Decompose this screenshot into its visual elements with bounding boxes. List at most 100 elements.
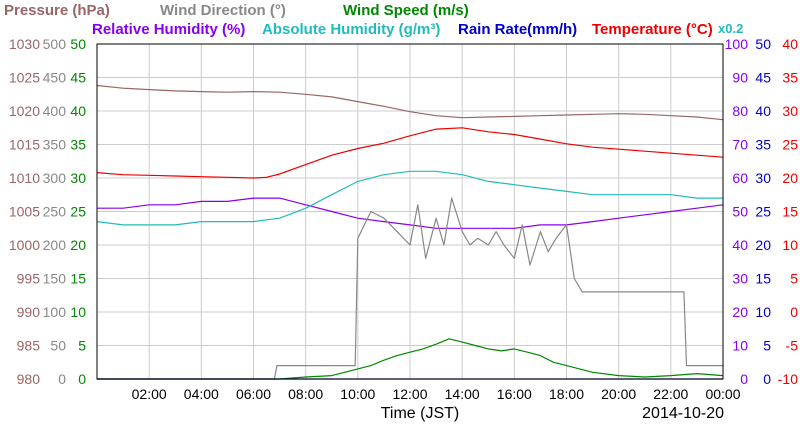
- legend: Pressure (hPa) Wind Direction (°) Wind S…: [4, 2, 743, 38]
- y-tick-label: 30: [70, 170, 86, 186]
- x-tick-label: 14:00: [445, 386, 480, 402]
- y-tick-label: -5: [786, 338, 799, 354]
- axis-x: 02:00 04:00 06:00 08:00 10:00 12:00 14:00 16:00…: [132, 386, 741, 402]
- y-tick-label: 1010: [9, 170, 40, 186]
- y-tick-label: 30: [755, 170, 771, 186]
- series-line-pressure-hpa: [96, 84, 724, 121]
- y-tick-label: 25: [782, 137, 798, 153]
- y-tick-label: 10: [70, 304, 86, 320]
- y-tick-label: 200: [43, 237, 67, 253]
- series-line-wind-direction: [97, 197, 723, 380]
- x-tick-label: 00:00: [705, 386, 740, 402]
- legend-absolute-humidity: Absolute Humidity (g/m³): [262, 21, 440, 38]
- y-tick-label: 990: [17, 304, 41, 320]
- y-tick-label: 40: [70, 103, 86, 119]
- y-tick-label: 980: [17, 371, 41, 387]
- y-tick-label: 250: [43, 204, 67, 220]
- legend-pressure: Pressure (hPa): [4, 2, 110, 19]
- y-tick-label: 150: [43, 271, 67, 287]
- y-tick-label: 40: [782, 36, 798, 52]
- y-tick-label: 10: [755, 304, 771, 320]
- y-tick-label: 1025: [9, 70, 40, 86]
- y-tick-label: 15: [70, 271, 86, 287]
- y-tick-label: 985: [17, 338, 41, 354]
- x-tick-label: 04:00: [184, 386, 219, 402]
- y-tick-label: 0: [58, 371, 66, 387]
- y-tick-label: 35: [755, 137, 771, 153]
- y-tick-label: 50: [732, 204, 748, 220]
- x-tick-label: 10:00: [340, 386, 375, 402]
- x-axis-title: Time (JST): [381, 405, 460, 422]
- x-tick-label: 20:00: [601, 386, 636, 402]
- x-tick-label: 18:00: [549, 386, 584, 402]
- x-tick-label: 22:00: [653, 386, 688, 402]
- y-tick-label: 0: [790, 304, 798, 320]
- y-tick-label: 450: [43, 70, 67, 86]
- y-tick-label: 50: [70, 36, 86, 52]
- y-tick-label: 80: [732, 103, 748, 119]
- y-tick-label: 350: [43, 137, 67, 153]
- x-tick-label: 08:00: [288, 386, 323, 402]
- x-tick-label: 06:00: [236, 386, 271, 402]
- y-tick-label: 0: [78, 371, 86, 387]
- rain-scale-note: x0.2: [718, 21, 743, 36]
- legend-wind-direction: Wind Direction (°): [160, 2, 286, 19]
- y-tick-label: 5: [78, 338, 86, 354]
- x-tick-label: 16:00: [497, 386, 532, 402]
- y-tick-label: 70: [732, 137, 748, 153]
- legend-wind-speed: Wind Speed (m/s): [343, 2, 469, 19]
- y-tick-label: 20: [732, 304, 748, 320]
- y-tick-label: 40: [755, 103, 771, 119]
- series-line-relative-humidity: [97, 197, 724, 229]
- y-tick-label: 15: [782, 204, 798, 220]
- y-tick-label: 1030: [9, 36, 40, 52]
- y-tick-label: 0: [740, 371, 748, 387]
- axis-pressure: 1030 1025 1020 1015 1010 1005 1000 995 990 985 980: [9, 36, 40, 387]
- y-tick-label: 25: [755, 204, 771, 220]
- y-tick-label: 0: [763, 371, 771, 387]
- plot-frame: [96, 43, 724, 380]
- chart-date: 2014-10-20: [642, 405, 724, 422]
- y-tick-label: 30: [782, 103, 798, 119]
- x-tick-label: 02:00: [132, 386, 167, 402]
- axis-temperature: 40 35 30 25 20 15 10 5 0 -5 -10: [778, 36, 798, 387]
- y-tick-label: 40: [732, 237, 748, 253]
- y-tick-label: 45: [70, 70, 86, 86]
- y-tick-label: 35: [70, 137, 86, 153]
- y-tick-label: 995: [17, 271, 41, 287]
- legend-relative-humidity: Relative Humidity (%): [92, 21, 245, 38]
- y-tick-label: 20: [755, 237, 771, 253]
- y-tick-label: 20: [70, 237, 86, 253]
- legend-temperature: Temperature (°C): [592, 21, 713, 38]
- y-tick-label: 1000: [9, 237, 40, 253]
- y-tick-label: 50: [50, 338, 66, 354]
- series-line-absolute-humidity-g-m: [96, 170, 723, 226]
- y-tick-label: 5: [790, 271, 798, 287]
- x-tick-label: 12:00: [392, 386, 427, 402]
- y-tick-label: 45: [755, 70, 771, 86]
- y-tick-label: 1005: [9, 204, 40, 220]
- y-tick-label: 400: [43, 103, 67, 119]
- y-tick-label: 1015: [9, 137, 40, 153]
- y-tick-label: 5: [763, 338, 771, 354]
- legend-rain-rate: Rain Rate(mm/h): [458, 21, 577, 38]
- y-tick-label: 100: [43, 304, 67, 320]
- y-tick-label: 10: [732, 338, 748, 354]
- y-tick-label: 500: [43, 36, 67, 52]
- series-line-temperature-c: [96, 127, 724, 179]
- y-tick-label: 1020: [9, 103, 40, 119]
- y-tick-label: 100: [725, 36, 749, 52]
- y-tick-label: 10: [782, 237, 798, 253]
- y-tick-label: 25: [70, 204, 86, 220]
- y-tick-label: 15: [755, 271, 771, 287]
- grid: [97, 44, 724, 379]
- y-tick-label: 50: [755, 36, 771, 52]
- y-tick-label: 90: [732, 70, 748, 86]
- y-tick-label: 300: [43, 170, 67, 186]
- y-tick-label: -10: [778, 371, 798, 387]
- y-tick-label: 60: [732, 170, 748, 186]
